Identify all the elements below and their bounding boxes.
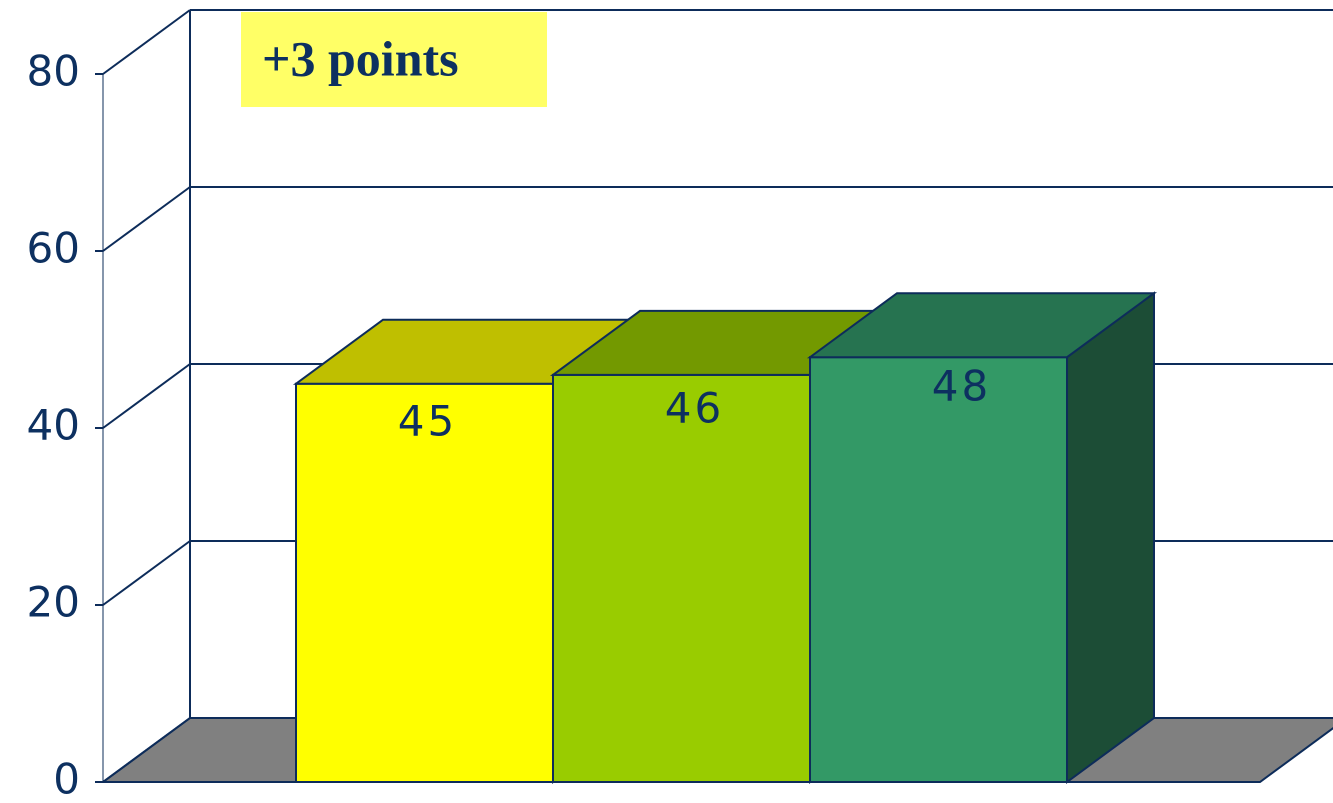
annotation-box <box>241 12 547 107</box>
grid-line <box>102 540 191 606</box>
grid-line <box>102 717 191 783</box>
value-label: 46 <box>665 383 724 432</box>
grid-line <box>102 363 191 429</box>
bar <box>552 373 811 783</box>
bar-top <box>806 292 1158 359</box>
y-tick-label: 60 <box>27 224 80 273</box>
y-tick-label: 80 <box>27 47 80 96</box>
bar <box>295 382 554 783</box>
value-label: 45 <box>398 396 457 445</box>
y-tick-label: 40 <box>27 401 80 450</box>
grid-line <box>102 186 191 252</box>
y-tick-label: 0 <box>53 755 80 803</box>
bar <box>809 356 1068 783</box>
annotation: +3 points <box>262 30 459 86</box>
y-tick-label: 20 <box>27 578 80 627</box>
bar-side <box>1066 291 1155 784</box>
grid-line <box>102 9 191 75</box>
value-label: 48 <box>932 362 991 411</box>
